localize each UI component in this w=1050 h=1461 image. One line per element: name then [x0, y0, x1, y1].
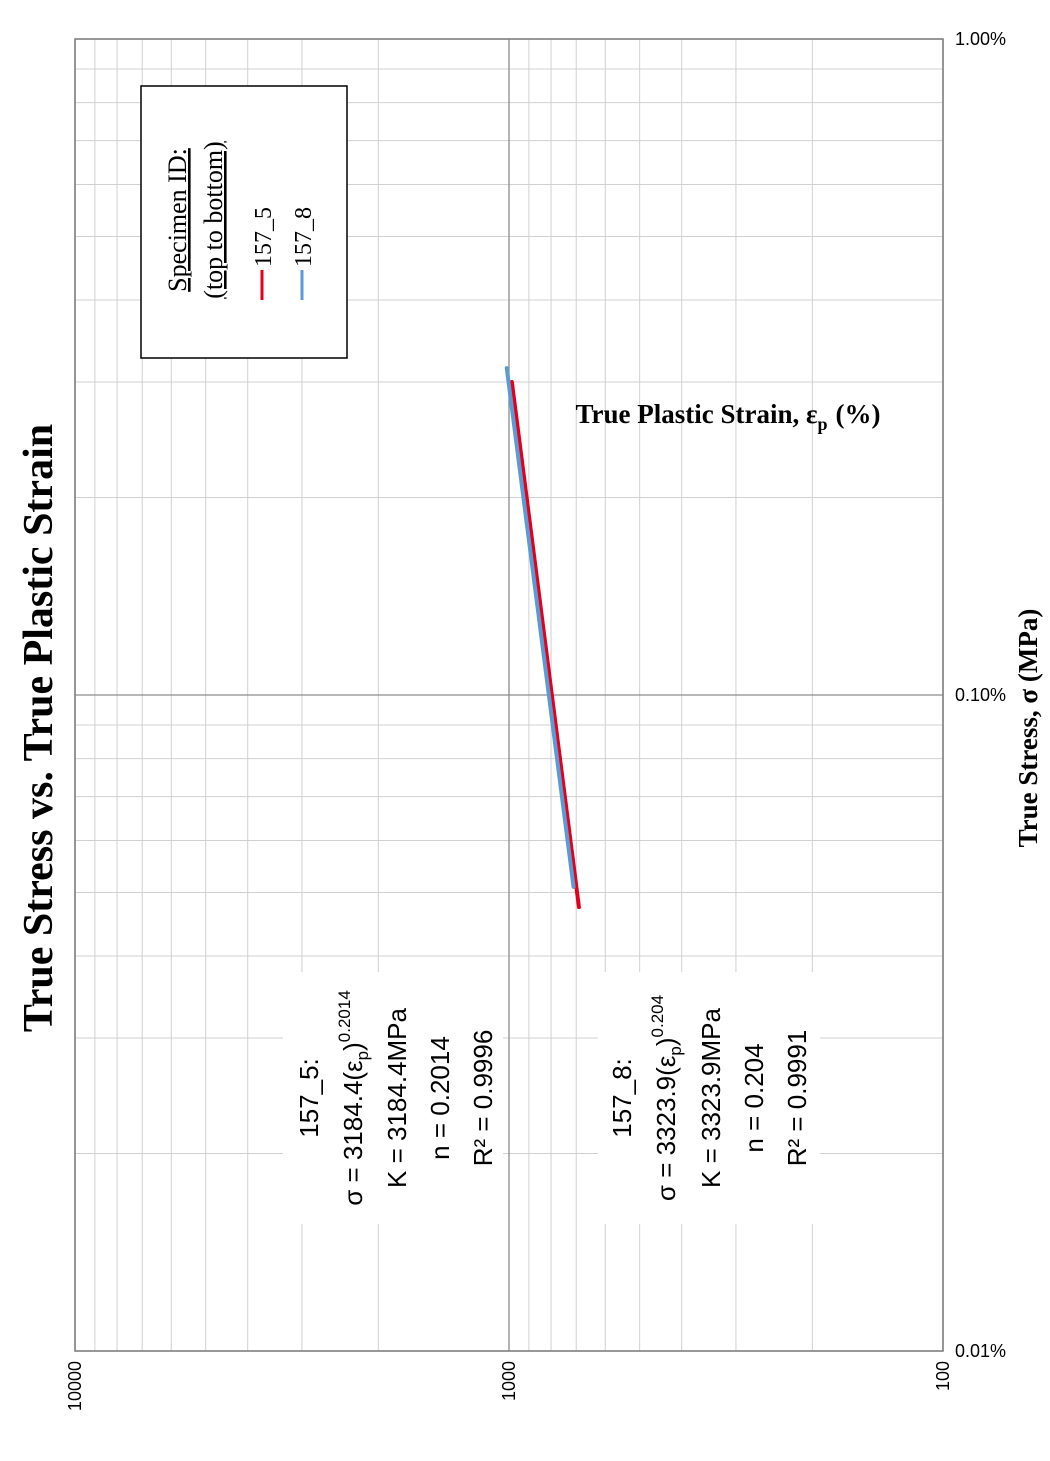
- x-axis-title: True Plastic Strain, εp (%): [575, 399, 880, 434]
- x-tick-label: 1.00%: [955, 29, 1006, 49]
- legend-title: Specimen ID:: [163, 148, 192, 292]
- y-tick-label: 10000: [65, 1361, 85, 1411]
- legend-box: [140, 85, 348, 359]
- annotation-157-8: 157_8: σ = 3323.9(εp)0.204 K = 3323.9MPa…: [607, 995, 812, 1201]
- legend-entry-157-5: 157_5: [251, 207, 277, 267]
- annotation-label: 157_8:: [607, 1058, 637, 1138]
- legend: Specimen ID: (top to bottom) 157_5 157_8: [140, 85, 348, 359]
- equation-close: ): [651, 1037, 681, 1046]
- equation-exponent: 0.2014: [335, 990, 354, 1042]
- annotation-box-157-5: [283, 972, 503, 1224]
- y-tick-label: 100: [933, 1361, 953, 1391]
- annotation-r2: R² = 0.9991: [782, 1030, 812, 1167]
- equation-exponent: 0.204: [648, 995, 667, 1038]
- equation-sub: p: [353, 1051, 372, 1060]
- x-axis-title-main: True Plastic Strain, ε: [575, 399, 817, 429]
- x-axis-title-unit: (%): [836, 399, 881, 429]
- equation-main: σ = 3184.4(ε: [338, 1060, 368, 1206]
- annotation-r2: R² = 0.9996: [468, 1030, 498, 1167]
- annotation-box-157-8: [598, 972, 820, 1224]
- y-tick-label: 1000: [499, 1361, 519, 1401]
- y-axis-title: True Stress, σ (MPa): [1013, 609, 1043, 848]
- annotation-label: 157_5:: [294, 1058, 324, 1138]
- x-tick-label: 0.01%: [955, 1341, 1006, 1361]
- chart-title: True Stress vs. True Plastic Strain: [16, 424, 62, 1032]
- series-line-157-8: [504, 366, 576, 889]
- annotation-equation: σ = 3184.4(εp)0.2014: [335, 990, 372, 1206]
- legend-subtitle: (top to bottom): [199, 141, 228, 298]
- annotation-k: K = 3323.9MPa: [696, 1007, 726, 1187]
- annotation-n: n = 0.204: [739, 1043, 769, 1152]
- annotation-n: n = 0.2014: [425, 1036, 455, 1160]
- annotation-equation: σ = 3323.9(εp)0.204: [648, 995, 685, 1201]
- legend-entry-157-8: 157_8: [291, 207, 317, 267]
- annotation-k: K = 3184.4MPa: [382, 1007, 412, 1187]
- annotation-157-5: 157_5: σ = 3184.4(εp)0.2014 K = 3184.4MP…: [294, 990, 498, 1206]
- equation-main: σ = 3323.9(ε: [651, 1055, 681, 1201]
- equation-close: ): [338, 1042, 368, 1051]
- tick-labels: 0.01% 0.10% 1.00% 100 1000 10000: [65, 29, 1006, 1411]
- x-tick-label: 0.10%: [955, 685, 1006, 705]
- plot-area-border: [74, 38, 944, 1352]
- series-layer: [504, 366, 581, 910]
- equation-sub: p: [666, 1046, 685, 1055]
- x-axis-title-sub: p: [818, 414, 828, 434]
- series-line-157-5: [509, 380, 581, 910]
